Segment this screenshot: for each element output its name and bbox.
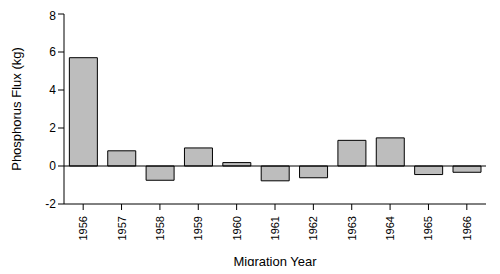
svg-text:1957: 1957 bbox=[116, 216, 128, 240]
svg-text:6: 6 bbox=[49, 45, 56, 59]
svg-text:1961: 1961 bbox=[269, 216, 281, 240]
svg-text:1964: 1964 bbox=[384, 216, 396, 240]
svg-text:-2: -2 bbox=[45, 197, 56, 211]
svg-text:8: 8 bbox=[49, 9, 56, 23]
svg-text:Phosphorus Flux (kg): Phosphorus Flux (kg) bbox=[9, 47, 24, 171]
svg-text:1959: 1959 bbox=[192, 216, 204, 240]
svg-text:0: 0 bbox=[49, 159, 56, 173]
svg-text:2: 2 bbox=[49, 121, 56, 135]
svg-text:1966: 1966 bbox=[461, 216, 473, 240]
svg-text:Migration Year: Migration Year bbox=[233, 254, 317, 266]
svg-text:1956: 1956 bbox=[77, 216, 89, 240]
svg-text:1962: 1962 bbox=[307, 216, 319, 240]
svg-text:1958: 1958 bbox=[154, 216, 166, 240]
svg-text:1960: 1960 bbox=[231, 216, 243, 240]
svg-text:1963: 1963 bbox=[346, 216, 358, 240]
svg-text:4: 4 bbox=[49, 83, 56, 97]
svg-text:1965: 1965 bbox=[422, 216, 434, 240]
